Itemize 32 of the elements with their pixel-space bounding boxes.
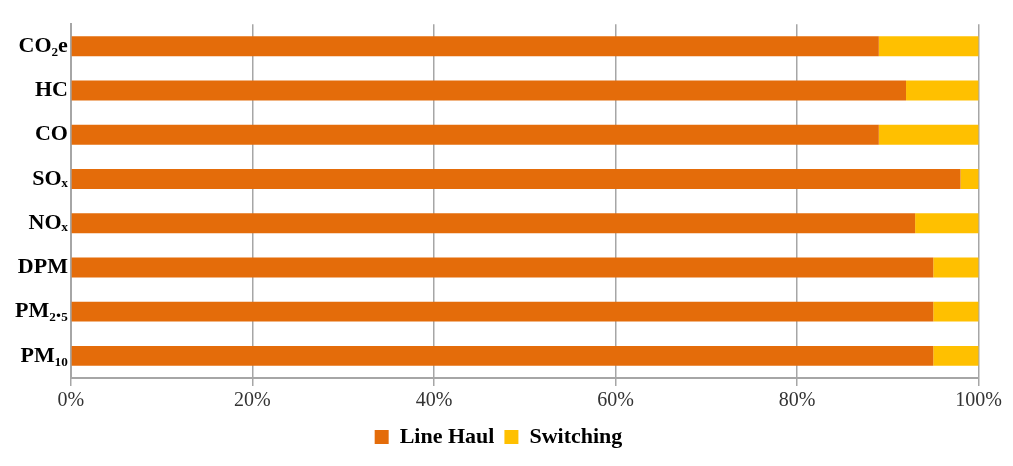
y-tick-label: HC — [34, 76, 68, 102]
bar — [71, 257, 934, 278]
bar — [933, 257, 979, 278]
x-tick-label: 100% — [955, 388, 1003, 411]
y-tick-label: PM₂.₅ — [14, 297, 69, 323]
bar — [71, 36, 879, 57]
bar — [915, 213, 979, 234]
bar — [878, 124, 979, 145]
x-tick-label: 40% — [415, 388, 453, 411]
y-tick-label: PM₁₀ — [20, 341, 69, 367]
legend-label: Line Haul — [399, 422, 495, 448]
bar — [71, 213, 916, 234]
legend-label: Switching — [529, 422, 623, 448]
bar — [71, 80, 907, 101]
y-tick-label: SOₓ — [32, 164, 69, 190]
y-tick-label: CO — [34, 120, 68, 146]
y-tick-label: CO₂e — [18, 32, 69, 57]
bar — [71, 169, 961, 189]
y-tick-label: DPM — [17, 253, 69, 279]
bar — [933, 345, 979, 366]
bar — [71, 124, 879, 145]
bar — [71, 345, 934, 366]
x-tick-label: 0% — [57, 388, 85, 411]
bar — [960, 169, 979, 189]
x-tick-label: 80% — [778, 388, 816, 411]
y-tick-label: NOₓ — [28, 208, 69, 234]
x-tick-label: 20% — [234, 388, 271, 411]
bar — [878, 36, 979, 57]
bar — [933, 301, 979, 322]
bar — [906, 80, 979, 101]
bar — [71, 301, 934, 322]
x-tick-label: 60% — [597, 388, 634, 411]
